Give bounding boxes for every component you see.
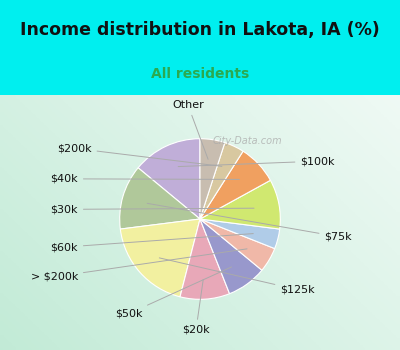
Wedge shape <box>120 168 200 229</box>
Text: > $200k: > $200k <box>30 249 247 282</box>
Text: City-Data.com: City-Data.com <box>213 135 282 146</box>
Wedge shape <box>200 151 270 219</box>
Text: $20k: $20k <box>182 280 210 335</box>
Wedge shape <box>180 219 230 299</box>
Wedge shape <box>200 142 243 219</box>
Wedge shape <box>120 219 200 297</box>
Text: $50k: $50k <box>115 267 232 319</box>
Text: Other: Other <box>172 100 208 159</box>
Text: $40k: $40k <box>50 174 239 184</box>
Text: $125k: $125k <box>159 258 315 295</box>
Text: $75k: $75k <box>147 203 352 242</box>
Text: $100k: $100k <box>178 156 335 167</box>
Text: $60k: $60k <box>50 233 253 252</box>
Text: $30k: $30k <box>50 204 254 214</box>
Wedge shape <box>138 139 200 219</box>
Wedge shape <box>200 219 262 294</box>
Wedge shape <box>200 219 275 270</box>
Text: Income distribution in Lakota, IA (%): Income distribution in Lakota, IA (%) <box>20 21 380 39</box>
Text: All residents: All residents <box>151 67 249 81</box>
Wedge shape <box>200 219 280 248</box>
Text: $200k: $200k <box>57 143 222 166</box>
Wedge shape <box>200 180 280 229</box>
Wedge shape <box>200 139 225 219</box>
